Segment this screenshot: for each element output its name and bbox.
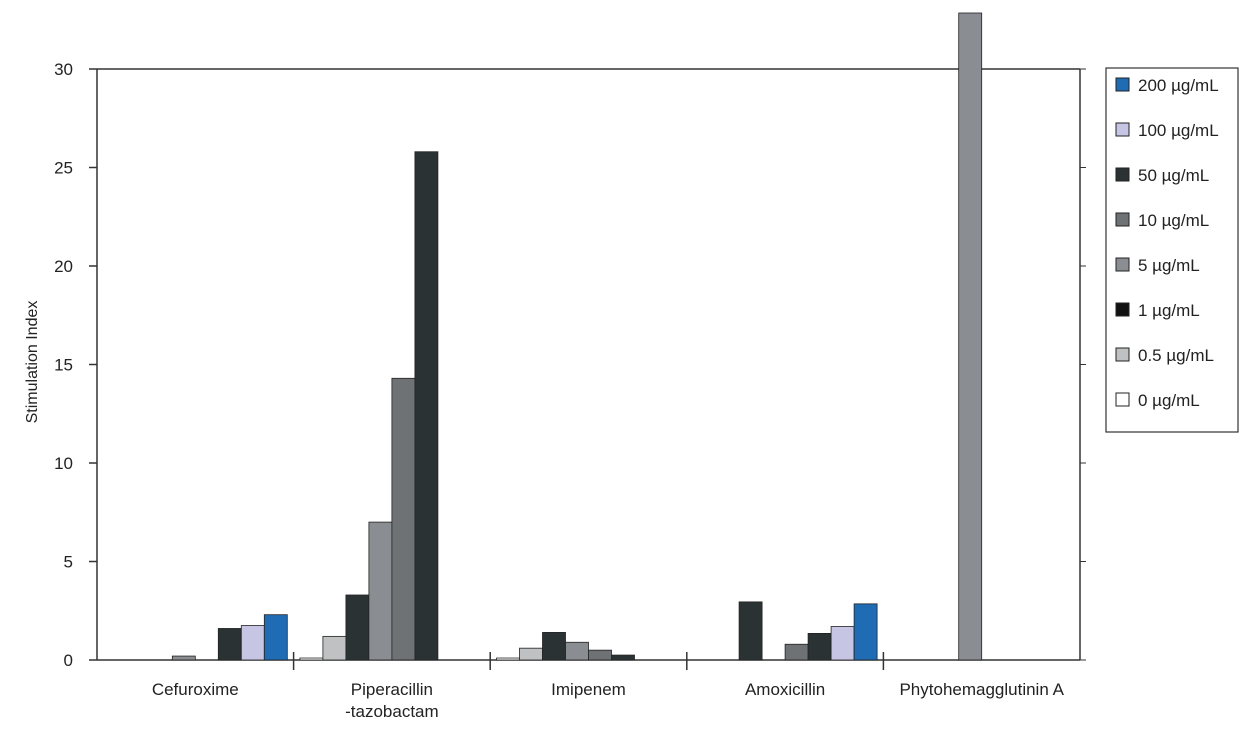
legend-swatch [1115,257,1130,272]
bar [414,151,439,661]
legend-label: 10 µg/mL [1138,211,1209,230]
legend: 200 µg/mL 100 µg/mL 50 µg/mL 10 µg/mL 5 µg/m… [1105,67,1239,433]
legend-label: 0.5 µg/mL [1138,346,1214,365]
y-tick-label: 5 [64,553,73,572]
legend-swatch [1115,122,1130,137]
y-tick-label: 20 [54,257,73,276]
legend-swatch [1115,347,1130,362]
y-axis-label: Stimulation Index [24,301,41,424]
legend-swatch [1115,302,1130,317]
y-tick-label: 0 [64,651,73,670]
bar [322,635,347,661]
y-tick-label: 30 [54,60,73,79]
bar [611,654,635,661]
bar [368,521,393,661]
x-tick-label: Cefuroxime [152,680,239,699]
bar [565,641,589,661]
legend-swatch [1115,167,1130,182]
x-tick-label: Amoxicillin [745,680,825,699]
axis-labels: 0 5 10 15 20 25 30 Cefuroxime Piperacillin -tazob… [54,60,1065,721]
y-tick-label: 10 [54,454,73,473]
legend-label: 50 µg/mL [1138,166,1209,185]
x-tick-label: Imipenem [551,680,626,699]
bars [171,12,983,661]
bar [496,657,520,661]
x-tick-label: Phytohemagglutinin A [899,680,1064,699]
legend-label: 0 µg/mL [1138,391,1200,410]
legend-swatch [1115,212,1130,227]
bar [240,625,265,661]
y-tick-label: 25 [54,159,73,178]
legend-label: 5 µg/mL [1138,256,1200,275]
bar [299,657,324,661]
bar [263,614,288,661]
bar [784,643,809,661]
bar [588,649,612,661]
x-tick-label: Piperacillin [351,680,433,699]
legend-label: 200 µg/mL [1138,76,1219,95]
bar [830,626,855,661]
bar [345,594,370,661]
legend-label: 100 µg/mL [1138,121,1219,140]
bar [519,647,543,661]
bar [217,628,242,661]
bar [542,632,566,661]
bar [853,603,878,661]
legend-box [1105,67,1239,433]
axes [89,68,1086,670]
bar [958,12,983,661]
bar [738,601,763,661]
x-tick-label: -tazobactam [345,702,439,721]
legend-swatch [1115,77,1130,92]
bar [171,655,196,661]
bar [391,377,416,661]
y-tick-label: 15 [54,356,73,375]
bar [807,633,832,661]
legend-label: 1 µg/mL [1138,301,1200,320]
legend-swatch [1115,392,1130,407]
